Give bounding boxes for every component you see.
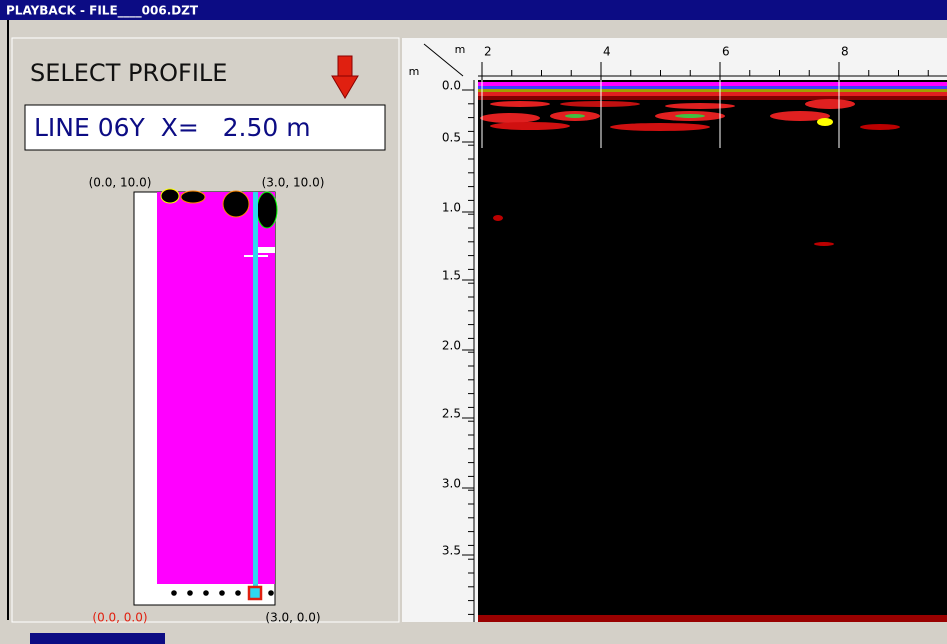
band — [478, 89, 947, 92]
page: {"title_bar": {"title": "PLAYBACK - FILE… — [0, 0, 947, 644]
station-dot — [219, 590, 225, 596]
profile-line — [253, 192, 258, 592]
heading: SELECT PROFILE — [30, 59, 227, 87]
band — [490, 122, 570, 130]
station-dot — [187, 590, 193, 596]
y-tick-label: 2.5 — [442, 407, 461, 421]
current-station — [249, 587, 261, 599]
station-dot — [171, 590, 177, 596]
station-dot — [235, 590, 241, 596]
band — [565, 114, 585, 118]
x-tick-label: 8 — [841, 45, 849, 59]
y-tick-label: 1.0 — [442, 201, 461, 215]
grid-corner-label: (3.0, 0.0) — [265, 611, 320, 625]
x-tick-label: 2 — [484, 45, 492, 59]
left-edge — [7, 20, 9, 620]
y-tick-label: 1.5 — [442, 269, 461, 283]
map-mark — [258, 247, 275, 253]
grid-corner-label: (0.0, 0.0) — [92, 611, 147, 625]
grid-corner-label: (3.0, 10.0) — [262, 176, 325, 190]
station-dot — [203, 590, 209, 596]
map-blob — [223, 191, 249, 217]
y-unit: m — [409, 65, 420, 78]
band — [478, 615, 947, 622]
readout: LINE 06Y X= 2.50 m — [34, 113, 311, 142]
band — [478, 96, 947, 100]
band — [814, 242, 834, 246]
y-tick-label: 3.0 — [442, 477, 461, 491]
y-tick-label: 0.5 — [442, 131, 461, 145]
band — [493, 215, 503, 221]
screen: PLAYBACK - FILE____006.DZT SELECT PROFIL… — [0, 0, 947, 644]
map-blob — [161, 189, 179, 203]
window-title: PLAYBACK - FILE____006.DZT — [6, 4, 199, 19]
station-dot — [268, 590, 274, 596]
band — [610, 123, 710, 131]
y-tick-label: 0.0 — [442, 79, 461, 93]
map-blob — [181, 191, 205, 203]
grid-corner-label: (0.0, 10.0) — [89, 176, 152, 190]
band — [490, 101, 550, 107]
y-tick-label: 3.5 — [442, 544, 461, 558]
grid-map[interactable] — [134, 189, 277, 605]
map-blob — [257, 192, 277, 228]
band — [675, 114, 705, 118]
status-button[interactable] — [30, 633, 165, 644]
band — [817, 118, 833, 126]
band — [478, 92, 947, 96]
band — [478, 86, 947, 89]
band — [665, 103, 735, 109]
band — [560, 101, 640, 107]
band — [480, 113, 540, 123]
x-tick-label: 4 — [603, 45, 611, 59]
band — [478, 82, 947, 86]
arrow-shaft — [338, 56, 352, 78]
band — [860, 124, 900, 130]
y-tick-label: 2.0 — [442, 339, 461, 353]
band — [805, 99, 855, 109]
radargram-image — [478, 80, 947, 622]
x-tick-label: 6 — [722, 45, 730, 59]
x-unit: m — [455, 43, 466, 56]
